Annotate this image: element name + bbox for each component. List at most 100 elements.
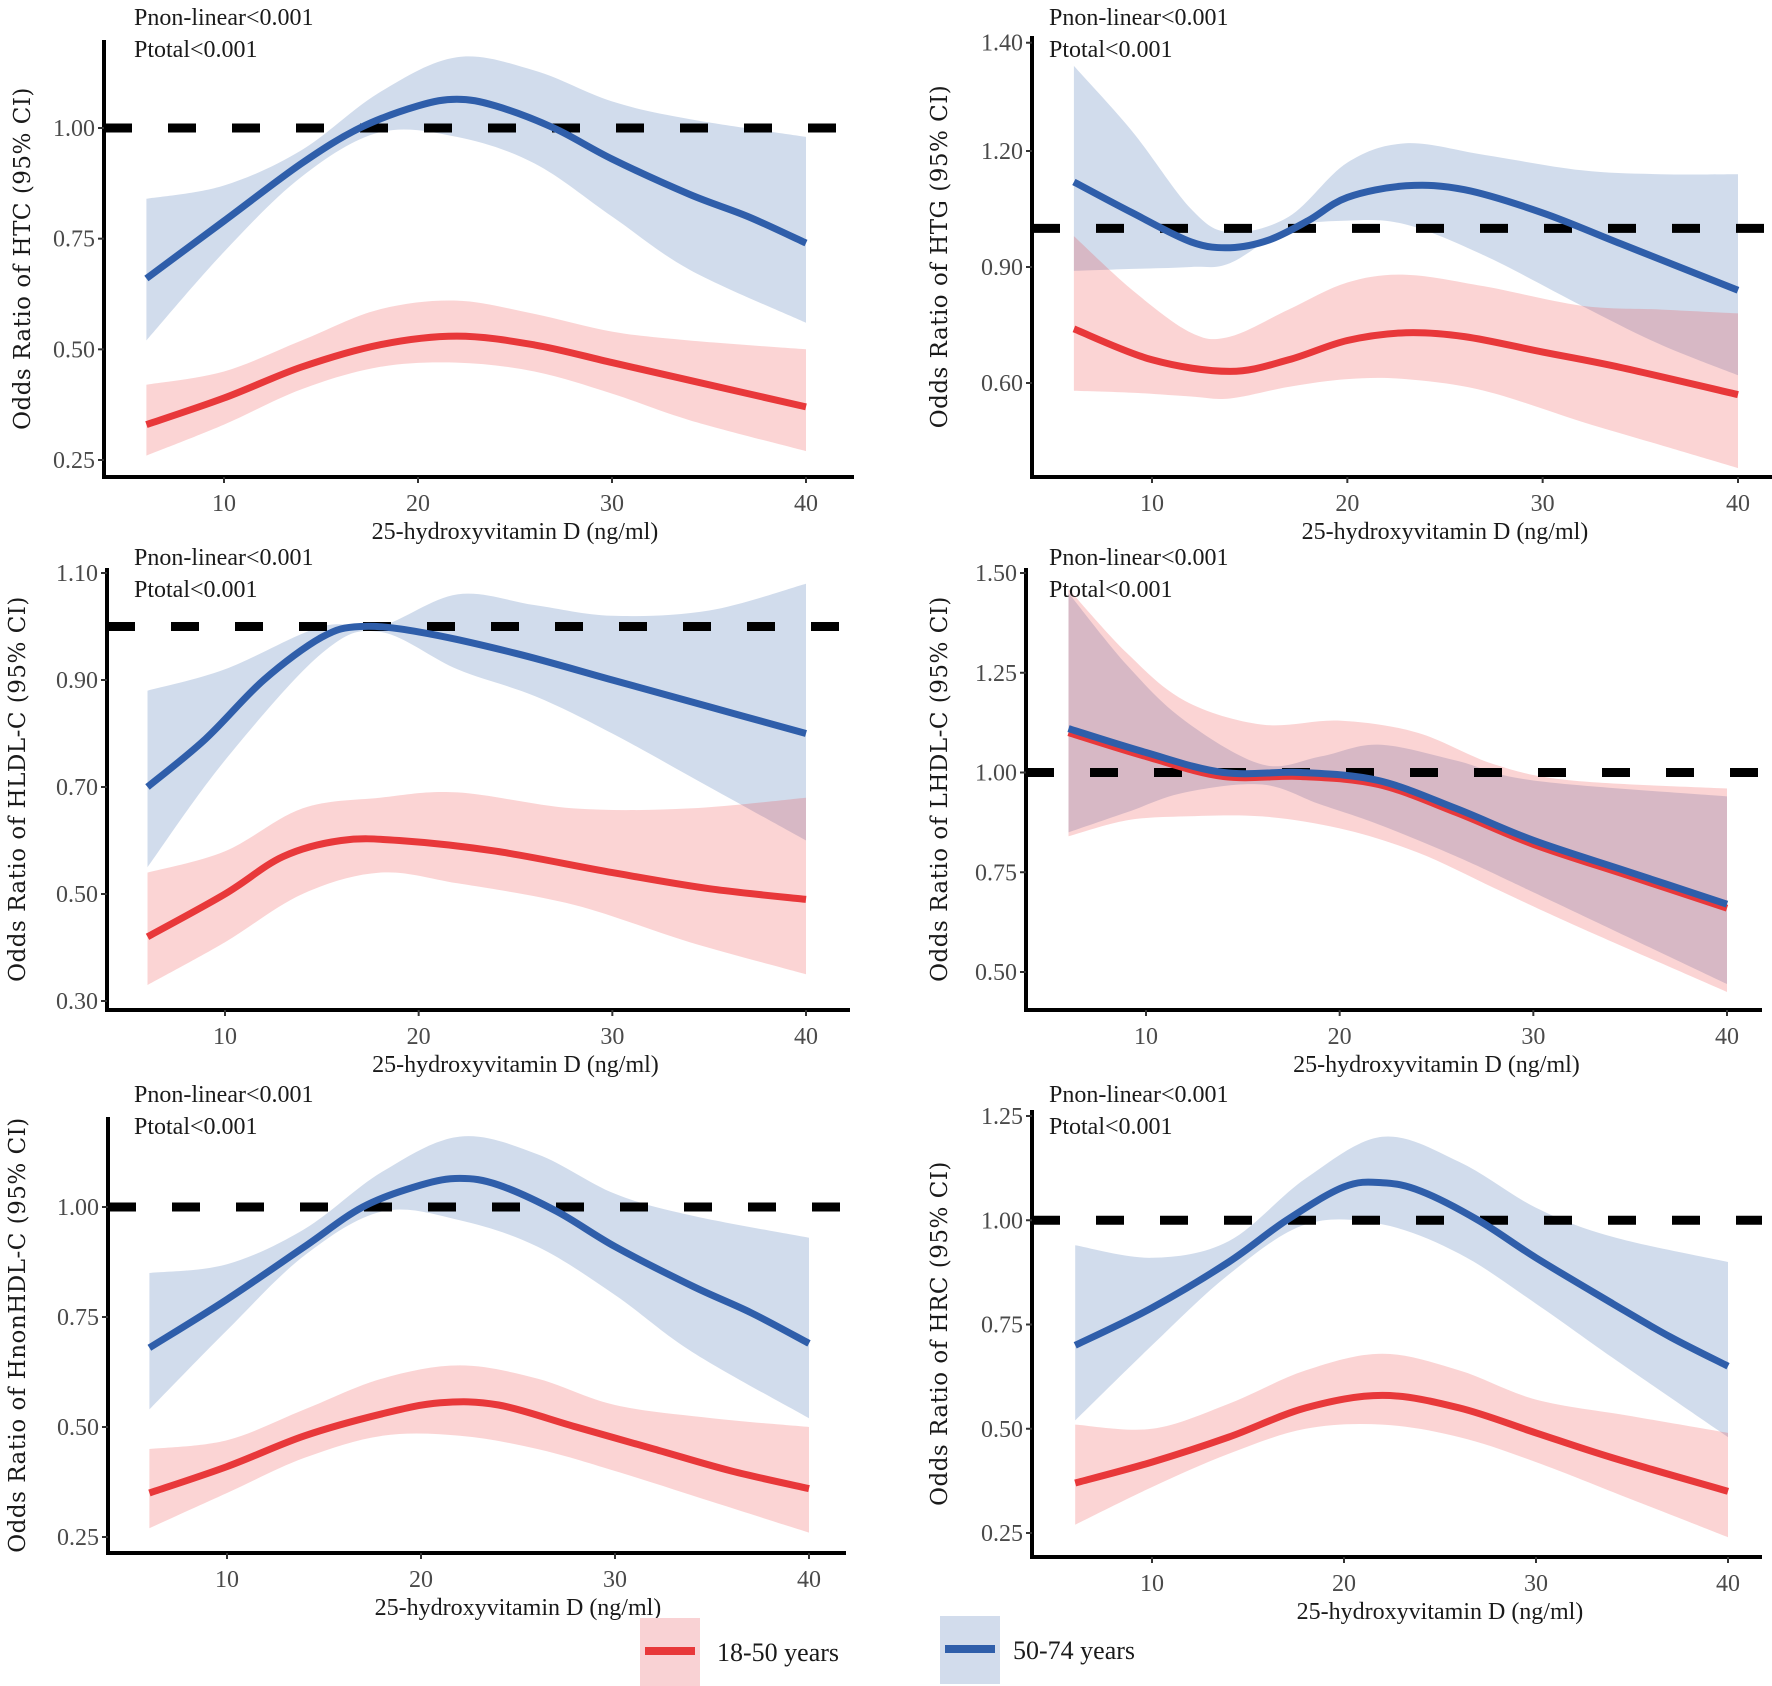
x-axis-title: 25-hydroxyvitamin D (ng/ml)	[1297, 1599, 1584, 1625]
y-tick-label: 0.25	[57, 1525, 99, 1551]
x-tick-label: 30	[600, 491, 624, 517]
y-tick-label: 0.30	[56, 989, 98, 1015]
legend-item-18-50: 18-50 years	[640, 1618, 839, 1686]
p-nonlinear-annotation: Pnon-linear<0.001	[134, 1082, 314, 1108]
y-tick-label: 0.75	[57, 1305, 99, 1331]
p-total-annotation: Ptotal<0.001	[134, 1114, 258, 1140]
y-tick-label: 0.50	[56, 882, 98, 908]
x-axis-title: 25-hydroxyvitamin D (ng/ml)	[1302, 519, 1589, 545]
x-tick-label: 40	[1715, 1024, 1739, 1050]
y-tick-label: 0.90	[56, 668, 98, 694]
p-total-annotation: Ptotal<0.001	[1049, 577, 1173, 603]
p-total-annotation: Ptotal<0.001	[134, 577, 258, 603]
p-nonlinear-annotation: Pnon-linear<0.001	[1049, 545, 1229, 571]
y-tick-label: 1.50	[975, 561, 1017, 587]
panel-1: 0.25 0.50 0.75 1.00 10 20 30 40 25-hydroxyvitami…	[10, 5, 854, 545]
y-tick-label: 0.50	[981, 1417, 1023, 1443]
panel-2: 0.60 0.90 1.20 1.40 10 20 30 40 25-hydroxyvitami…	[927, 5, 1772, 545]
x-tick-label: 40	[1726, 491, 1750, 517]
y-tick-label: 0.75	[981, 1313, 1023, 1339]
curve-50-74	[1067, 725, 1729, 908]
curve-18-50	[1067, 729, 1729, 912]
y-tick-label: 1.00	[975, 761, 1017, 787]
y-tick-label: 0.50	[975, 960, 1017, 986]
x-tick-label: 40	[797, 1567, 821, 1593]
x-tick-label: 30	[1521, 1024, 1545, 1050]
ci-band-18-50	[149, 1365, 809, 1533]
x-axis-title: 25-hydroxyvitamin D (ng/ml)	[375, 1595, 662, 1621]
y-tick-label: 1.00	[57, 1195, 99, 1221]
y-tick-label: 0.25	[981, 1521, 1023, 1547]
y-axis-title: Odds Ratio of LHDL-C (95% CI)	[927, 596, 953, 982]
p-total-annotation: Ptotal<0.001	[134, 37, 258, 63]
y-axis-title: Odds Ratio of HLDL-C (95% CI)	[5, 596, 31, 982]
p-nonlinear-annotation: Pnon-linear<0.001	[134, 5, 314, 31]
x-tick-label: 30	[1531, 491, 1555, 517]
legend-label-18-50: 18-50 years	[717, 1638, 839, 1667]
ci-band-50-74	[1075, 1136, 1728, 1438]
legend-item-50-74: 50-74 years	[940, 1616, 1135, 1684]
panel-5: 0.25 0.50 0.75 1.00 10 20 30 40 25-hydroxyvitami…	[5, 1082, 846, 1621]
y-tick-label: 0.50	[57, 1415, 99, 1441]
panel-6: 0.25 0.50 0.75 1.00 1.25 10 20 30 40 25-hydroxyvi…	[927, 1082, 1762, 1625]
x-axis-title: 25-hydroxyvitamin D (ng/ml)	[372, 1052, 659, 1078]
ci-band-50-74	[1073, 65, 1738, 376]
y-tick-label: 0.90	[981, 255, 1023, 281]
x-tick-label: 40	[1716, 1571, 1740, 1597]
ci-band-50-74	[147, 583, 806, 868]
panel-4: 0.50 0.75 1.00 1.25 1.50 10 20 30 40 25-hydroxyvi…	[927, 545, 1762, 1078]
p-nonlinear-annotation: Pnon-linear<0.001	[1049, 5, 1229, 31]
curve-50-74	[1072, 178, 1740, 294]
x-tick-label: 30	[603, 1567, 627, 1593]
y-tick-label: 1.40	[981, 31, 1023, 57]
y-tick-label: 1.10	[56, 561, 98, 587]
p-nonlinear-annotation: Pnon-linear<0.001	[1049, 1082, 1229, 1108]
x-tick-label: 20	[409, 1567, 433, 1593]
y-tick-label: 0.75	[975, 860, 1017, 886]
x-tick-label: 30	[1524, 1571, 1548, 1597]
y-axis-title: Odds Ratio of HTC (95% CI)	[10, 87, 36, 430]
x-tick-label: 20	[406, 491, 430, 517]
y-tick-label: 1.20	[981, 139, 1023, 165]
ci-band-18-50	[1073, 236, 1738, 469]
p-total-annotation: Ptotal<0.001	[1049, 37, 1173, 63]
curve-50-74	[147, 1174, 811, 1351]
legend-swatch-line-50-74	[945, 1645, 995, 1653]
curve-18-50	[145, 332, 807, 428]
y-tick-label: 0.25	[53, 448, 95, 474]
y-axis-title: Odds Ratio of HTG (95% CI)	[927, 85, 953, 429]
x-tick-label: 30	[600, 1024, 624, 1050]
ci-band-18-50	[1075, 1353, 1728, 1538]
legend-swatch-line-18-50	[645, 1647, 695, 1655]
y-tick-label: 1.00	[53, 116, 95, 142]
curve-18-50	[1072, 325, 1739, 399]
p-nonlinear-annotation: Pnon-linear<0.001	[134, 545, 314, 571]
y-tick-label: 1.25	[975, 661, 1017, 687]
ci-band-18-50	[147, 791, 806, 985]
ci-band-18-50	[146, 300, 806, 456]
y-axis-title: Odds Ratio of HRC (95% CI)	[927, 1161, 953, 1506]
x-tick-label: 10	[213, 1024, 237, 1050]
curve-18-50	[148, 1398, 810, 1497]
x-tick-label: 20	[1328, 1024, 1352, 1050]
x-tick-label: 40	[794, 1024, 818, 1050]
y-tick-label: 1.00	[981, 1208, 1023, 1234]
y-tick-label: 1.25	[981, 1104, 1023, 1130]
x-axis-title: 25-hydroxyvitamin D (ng/ml)	[1293, 1052, 1580, 1078]
x-tick-label: 20	[407, 1024, 431, 1050]
x-tick-label: 10	[212, 491, 236, 517]
x-tick-label: 20	[1332, 1571, 1356, 1597]
x-tick-label: 20	[1335, 491, 1359, 517]
curve-50-74	[1073, 1178, 1730, 1370]
curve-50-74	[145, 622, 807, 790]
x-tick-label: 40	[794, 491, 818, 517]
x-tick-label: 10	[1140, 491, 1164, 517]
y-tick-label: 0.50	[53, 337, 95, 363]
legend-label-50-74: 50-74 years	[1013, 1636, 1135, 1665]
panel-3: 0.30 0.50 0.70 0.90 1.10 10 20 30 40 25-hydroxyvi…	[5, 545, 850, 1078]
y-tick-label: 0.70	[56, 775, 98, 801]
y-tick-label: 0.75	[53, 227, 95, 253]
curve-18-50	[145, 835, 807, 940]
legend: 18-50 years 50-74 years	[640, 1616, 1135, 1686]
y-axis-title: Odds Ratio of HnonHDL-C (95% CI)	[5, 1117, 31, 1552]
